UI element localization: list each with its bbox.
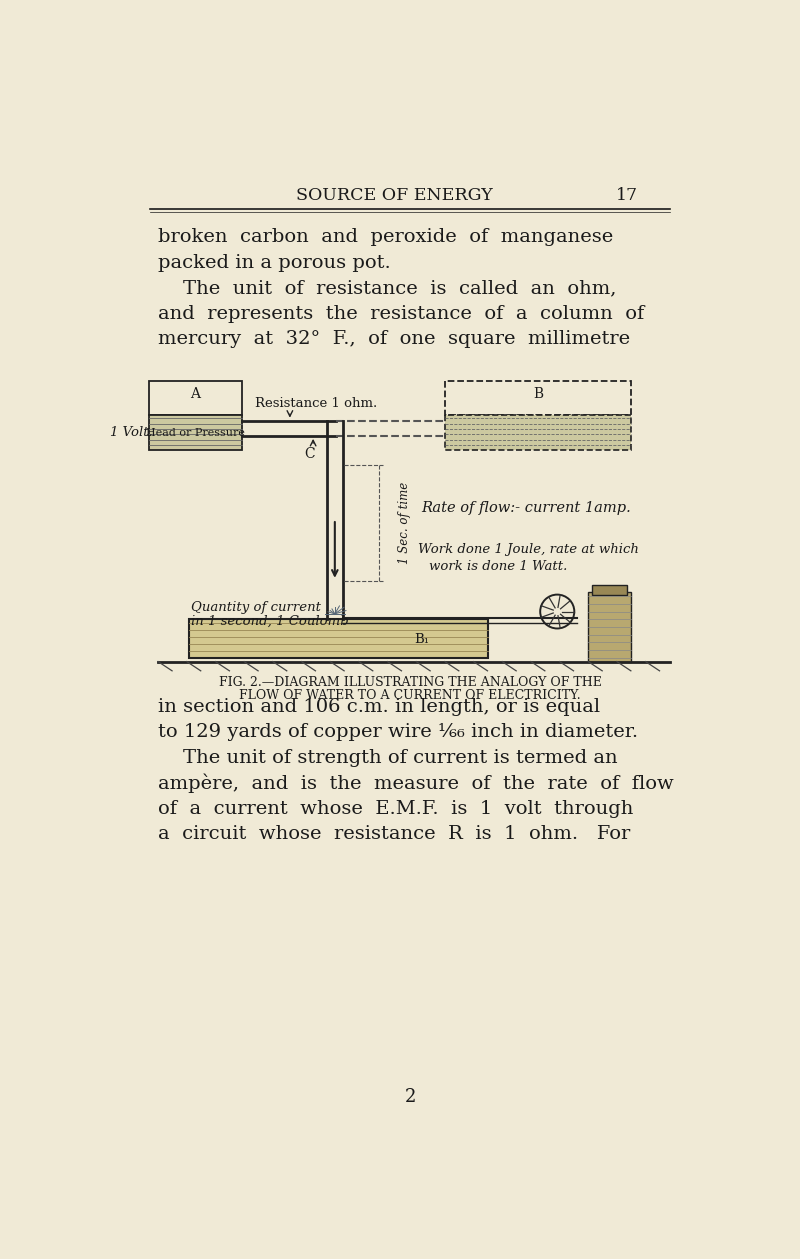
Text: 17: 17 — [616, 188, 638, 204]
Text: work is done 1 Watt.: work is done 1 Watt. — [430, 560, 568, 573]
Text: to 129 yards of copper wire ⅙₆ inch in diameter.: to 129 yards of copper wire ⅙₆ inch in d… — [158, 724, 638, 742]
Polygon shape — [445, 415, 631, 449]
Polygon shape — [149, 415, 242, 449]
Text: The  unit  of  resistance  is  called  an  ohm,: The unit of resistance is called an ohm, — [158, 279, 617, 297]
Text: SOURCE OF ENERGY: SOURCE OF ENERGY — [296, 188, 493, 204]
Polygon shape — [189, 619, 487, 657]
Text: ampère,  and  is  the  measure  of  the  rate  of  flow: ampère, and is the measure of the rate o… — [158, 773, 674, 793]
Text: in section and 106 c.m. in length, or is equal: in section and 106 c.m. in length, or is… — [158, 697, 600, 716]
Text: Rate of flow:- current 1amp.: Rate of flow:- current 1amp. — [422, 501, 631, 515]
Text: of  a  current  whose  E.M.F.  is  1  volt  through: of a current whose E.M.F. is 1 volt thro… — [158, 799, 634, 817]
Text: B₁: B₁ — [414, 633, 429, 646]
Text: a  circuit  whose  resistance  R  is  1  ohm.   For: a circuit whose resistance R is 1 ohm. F… — [158, 825, 630, 844]
Text: Head or Pressure: Head or Pressure — [146, 428, 245, 438]
Text: broken  carbon  and  peroxide  of  manganese: broken carbon and peroxide of manganese — [158, 228, 614, 247]
Text: B: B — [533, 388, 543, 402]
Text: and  represents  the  resistance  of  a  column  of: and represents the resistance of a colum… — [158, 305, 644, 322]
Polygon shape — [588, 592, 631, 661]
Text: in 1 second, 1 Coulomb: in 1 second, 1 Coulomb — [190, 616, 349, 628]
Text: mercury  at  32°  F.,  of  one  square  millimetre: mercury at 32° F., of one square millime… — [158, 330, 630, 347]
Text: A: A — [190, 388, 200, 402]
Text: Work done 1 Joule, rate at which: Work done 1 Joule, rate at which — [418, 544, 638, 556]
Text: FLOW OF WATER TO A CURRENT OF ELECTRICITY.: FLOW OF WATER TO A CURRENT OF ELECTRICIT… — [239, 689, 581, 703]
Text: C: C — [304, 447, 314, 461]
Text: 2: 2 — [404, 1088, 416, 1105]
Text: The unit of strength of current is termed an: The unit of strength of current is terme… — [158, 749, 618, 767]
Text: Resistance 1 ohm.: Resistance 1 ohm. — [255, 397, 378, 410]
Text: packed in a porous pot.: packed in a porous pot. — [158, 254, 391, 272]
Polygon shape — [592, 584, 627, 594]
Text: 1 Volt.: 1 Volt. — [110, 427, 153, 439]
Text: FIG. 2.—DIAGRAM ILLUSTRATING THE ANALOGY OF THE: FIG. 2.—DIAGRAM ILLUSTRATING THE ANALOGY… — [218, 676, 602, 689]
Text: 1 Sec. of time: 1 Sec. of time — [398, 482, 411, 564]
Text: Quantity of current: Quantity of current — [190, 602, 321, 614]
